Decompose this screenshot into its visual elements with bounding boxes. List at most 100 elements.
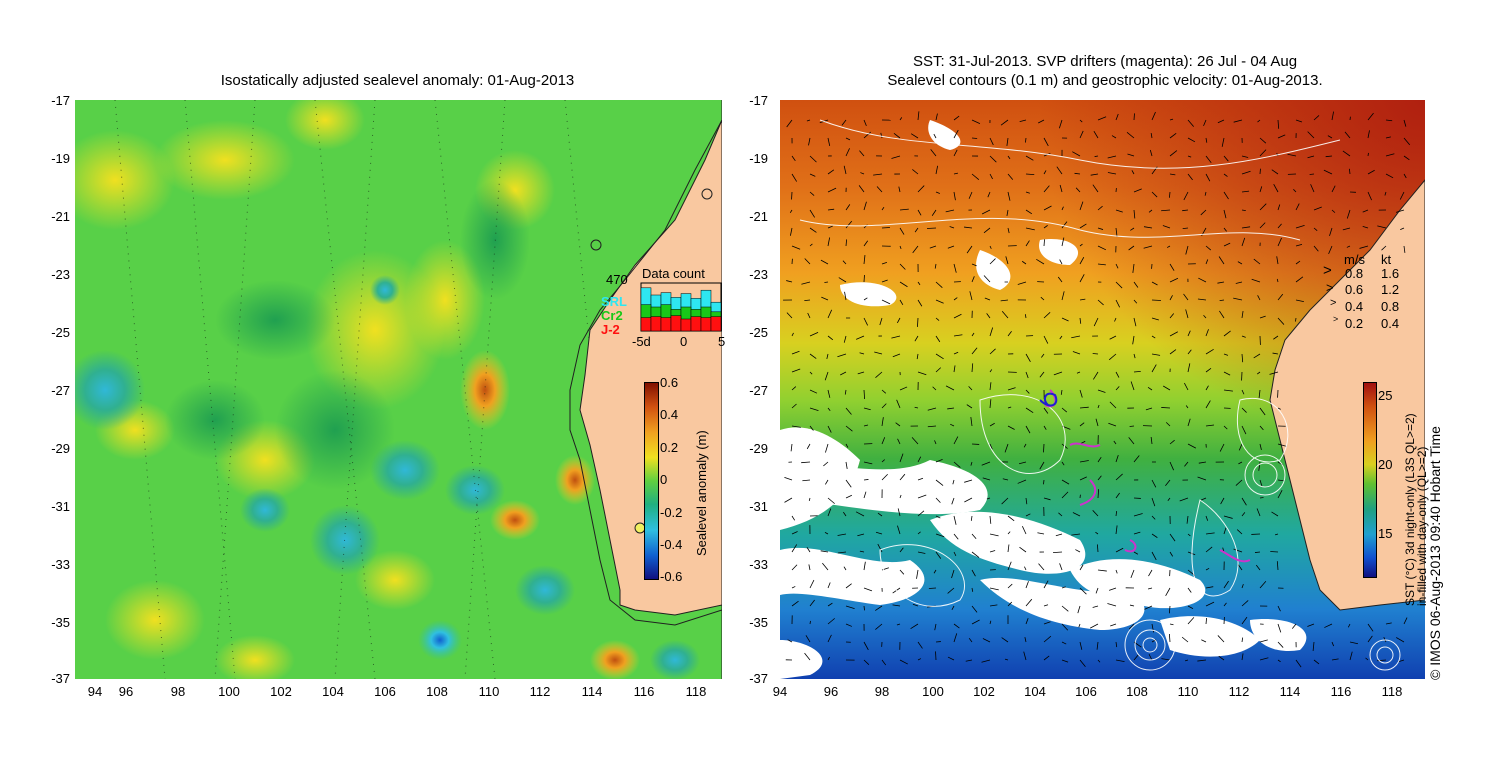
velocity-vector — [791, 544, 798, 553]
velocity-vector — [911, 437, 919, 445]
velocity-vector — [986, 313, 991, 319]
velocity-vector — [927, 407, 937, 411]
velocity-vector — [1043, 335, 1049, 344]
velocity-vector — [971, 276, 975, 283]
velocity-vector — [881, 262, 888, 265]
velocity-legend-ms: 0.6 — [1345, 282, 1364, 297]
velocity-vector — [845, 220, 853, 229]
velocity-vector — [827, 335, 834, 341]
velocity-legend-kt: 1.2 — [1381, 282, 1400, 297]
velocity-vector — [827, 407, 831, 412]
velocity-vector — [1349, 641, 1359, 645]
velocity-vector — [1007, 601, 1013, 607]
velocity-vector — [989, 382, 992, 391]
velocity-vector — [1201, 639, 1207, 643]
velocity-vector — [1079, 201, 1084, 211]
velocity-vector — [1162, 225, 1171, 229]
velocity-vector — [953, 461, 961, 468]
velocity-vector — [1205, 532, 1215, 535]
velocity-vector — [826, 353, 829, 360]
velocity-vector — [1025, 173, 1035, 176]
velocity-vector — [1133, 281, 1139, 288]
y-tick: -35 — [749, 615, 768, 630]
velocity-vector — [989, 369, 993, 373]
velocity-vector — [953, 436, 959, 445]
velocity-vector — [971, 587, 974, 592]
velocity-vector — [1204, 191, 1207, 196]
velocity-vector — [935, 459, 943, 463]
velocity-vector — [843, 511, 847, 517]
velocity-vector — [897, 508, 901, 517]
velocity-vector — [930, 149, 937, 157]
velocity-vector — [917, 299, 923, 307]
velocity-vector — [1277, 479, 1284, 482]
velocity-vector — [1179, 497, 1189, 502]
velocity-vector — [934, 263, 937, 269]
velocity-vector — [1079, 223, 1087, 229]
velocity-vector — [929, 245, 937, 249]
velocity-vector — [1096, 641, 1099, 650]
velocity-vector — [970, 515, 973, 521]
velocity-vector — [953, 191, 956, 201]
velocity-vector — [1348, 168, 1351, 175]
y-tick: -33 — [749, 557, 768, 572]
velocity-vector — [863, 491, 867, 499]
velocity-vector — [896, 623, 901, 626]
velocity-vector — [1253, 353, 1261, 359]
velocity-vector — [1007, 425, 1015, 430]
x-tick: 118 — [685, 684, 707, 699]
velocity-vector — [1277, 293, 1284, 301]
velocity-vector — [1346, 209, 1351, 219]
velocity-vector — [1167, 497, 1171, 501]
velocity-vector — [947, 407, 955, 410]
velocity-vector — [899, 569, 905, 575]
velocity-vector — [1203, 119, 1207, 127]
velocity-vector — [1241, 425, 1247, 435]
velocity-vector — [934, 440, 937, 445]
velocity-vector — [984, 297, 991, 301]
velocity-vector — [1061, 605, 1069, 612]
velocity-vector — [1400, 227, 1405, 231]
velocity-vector — [1043, 621, 1051, 625]
velocity-vector — [1223, 191, 1229, 200]
velocity-vector — [1186, 515, 1189, 524]
velocity-vector — [917, 658, 922, 661]
velocity-vector — [1043, 479, 1045, 485]
velocity-vector — [1313, 115, 1320, 121]
velocity-vector — [791, 564, 798, 571]
velocity-vector — [1043, 443, 1045, 453]
velocity-vector — [1233, 119, 1243, 123]
velocity-vector — [1259, 137, 1267, 144]
velocity-vector — [1115, 492, 1120, 499]
velocity-vector — [1129, 425, 1135, 427]
velocity-vector — [1169, 132, 1177, 139]
velocity-vector — [1055, 533, 1063, 537]
velocity-vector — [1115, 473, 1123, 481]
y-tick: -29 — [51, 441, 70, 456]
velocity-vector — [1025, 497, 1028, 505]
velocity-vector — [822, 562, 829, 571]
velocity-vector — [1131, 170, 1135, 175]
velocity-vector — [1097, 404, 1100, 409]
velocity-vector — [1059, 563, 1063, 571]
velocity-vector — [1092, 184, 1099, 193]
velocity-arrow-icon: > — [1326, 280, 1334, 295]
velocity-vector — [963, 226, 973, 229]
sla-map[interactable] — [75, 100, 722, 679]
velocity-vector — [917, 281, 921, 286]
velocity-vector — [1241, 583, 1244, 589]
velocity-vector — [989, 550, 996, 553]
velocity-vector — [1277, 659, 1281, 663]
velocity-vector — [899, 227, 905, 235]
velocity-vector — [1143, 226, 1153, 229]
velocity-vector — [1007, 173, 1014, 180]
sst-map[interactable] — [780, 100, 1425, 679]
velocity-vector — [1259, 497, 1264, 499]
velocity-vector — [1257, 119, 1261, 123]
velocity-vector — [1312, 641, 1315, 651]
velocity-vector — [863, 461, 873, 465]
velocity-vector — [1097, 389, 1106, 393]
velocity-vector — [824, 532, 829, 535]
velocity-vector — [1184, 461, 1189, 467]
velocity-vector — [821, 296, 829, 301]
